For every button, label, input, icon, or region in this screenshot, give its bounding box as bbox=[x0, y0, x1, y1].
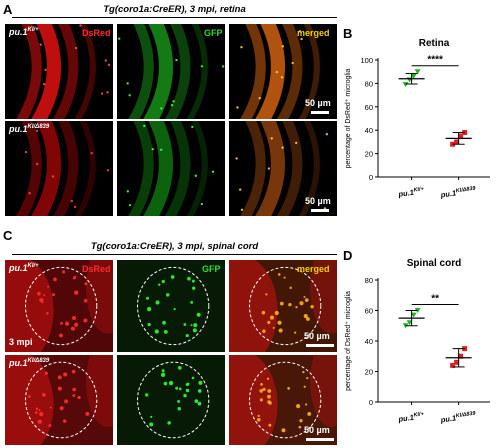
spinal-y-axis-label: percentage of DsRed⁺ microglia bbox=[345, 291, 352, 391]
retina-significance-label: **** bbox=[427, 55, 443, 66]
retina-data-point bbox=[414, 69, 421, 75]
spinal-y-tick-label: 60 bbox=[365, 307, 373, 316]
spinal-dsred-label: DsRed bbox=[82, 264, 111, 274]
retina-chart-title: Retina bbox=[419, 38, 450, 49]
retina-data-point bbox=[462, 130, 468, 136]
panel-c-title: Tg(coro1a:CreER), 3 mpi, spinal cord bbox=[90, 241, 259, 252]
panel-letter-a: A bbox=[3, 2, 13, 17]
retina-data-point bbox=[402, 82, 409, 88]
spinal-wt-merged-image bbox=[229, 260, 337, 352]
spinal-x-tick-label: pu.1KI/Δ839 bbox=[439, 410, 477, 424]
panel-letter-d: D bbox=[343, 248, 353, 263]
retina-chart-svg: Retina 0 20 40 60 80 100 percentage of DsRed⁺ m… bbox=[345, 38, 490, 200]
spinal-y-tick-label: 40 bbox=[365, 337, 373, 346]
retina-row2-scale-label: 50 µm bbox=[305, 196, 331, 206]
retina-y-tick-label: 80 bbox=[365, 79, 373, 88]
spinal-chart-title: Spinal cord bbox=[407, 258, 461, 269]
retina-row1-scale-bar bbox=[311, 111, 329, 114]
spinal-row1-genotype: pu.1KI/+ bbox=[9, 263, 39, 273]
spinal-x-tick-label: pu.1KI/+ bbox=[397, 411, 425, 424]
retina-y-tick-label: 100 bbox=[360, 56, 373, 65]
spinal-data-point bbox=[458, 353, 464, 359]
spinal-wt-dsred-image bbox=[5, 260, 113, 352]
spinal-y-tick-label: 80 bbox=[365, 276, 373, 285]
retina-data-point bbox=[458, 133, 464, 139]
retina-y-tick-label: 60 bbox=[365, 103, 373, 112]
retina-row1-genotype: pu.1KI/+ bbox=[9, 27, 39, 37]
panel-letter-c: C bbox=[3, 228, 13, 243]
panel-c-title-rule bbox=[12, 254, 337, 255]
retina-x-tick-label: pu.1KI/+ bbox=[397, 186, 425, 199]
retina-wt-merged-image bbox=[229, 24, 337, 119]
spinal-gfp-label: GFP bbox=[202, 264, 221, 274]
panel-letter-b: B bbox=[343, 26, 353, 41]
retina-y-tick-label: 20 bbox=[365, 150, 373, 159]
retina-mut-gfp-image bbox=[117, 121, 225, 216]
retina-mut-dsred-image bbox=[5, 121, 113, 216]
retina-merged-label: merged bbox=[297, 28, 330, 38]
spinal-row2-genotype: pu.1KI/Δ839 bbox=[9, 358, 50, 368]
retina-data-point bbox=[454, 139, 460, 145]
spinal-significance-label: ** bbox=[431, 294, 439, 305]
spinal-y-tick-label: 0 bbox=[369, 398, 373, 407]
retina-y-axis-label: percentage of DsRed⁺ microglia bbox=[345, 69, 352, 169]
spinal-data-point bbox=[450, 362, 456, 368]
spinal-data-point bbox=[462, 346, 468, 352]
spinal-chart-svg: Spinal cord 0 20 40 60 80 percentage of DsRed⁺… bbox=[345, 258, 490, 425]
spinal-row2-scale-label: 50 µm bbox=[304, 425, 330, 435]
spinal-wt-gfp-image bbox=[117, 260, 225, 352]
spinal-data-point bbox=[454, 359, 460, 365]
spinal-age-label: 3 mpi bbox=[9, 337, 33, 347]
retina-dsred-label: DsRed bbox=[82, 28, 111, 38]
retina-mut-merged-image bbox=[229, 121, 337, 216]
retina-data-point bbox=[410, 73, 417, 79]
spinal-data-point bbox=[410, 312, 417, 318]
retina-chart: Retina 0 20 40 60 80 100 percentage of DsRed⁺ m… bbox=[340, 32, 498, 217]
retina-x-tick-label: pu.1KI/Δ839 bbox=[439, 185, 477, 199]
retina-y-tick-label: 40 bbox=[365, 126, 373, 135]
spinal-row1-scale-label: 50 µm bbox=[304, 331, 330, 341]
retina-row1-scale-label: 50 µm bbox=[305, 98, 331, 108]
retina-gfp-label: GFP bbox=[204, 28, 223, 38]
retina-wt-gfp-image bbox=[117, 24, 225, 119]
retina-row2-scale-bar bbox=[311, 209, 329, 212]
retina-row2-genotype: pu.1KI/Δ839 bbox=[9, 124, 50, 134]
spinal-mut-merged-image bbox=[229, 355, 337, 445]
spinal-y-tick-label: 20 bbox=[365, 368, 373, 377]
panel-a-title: Tg(coro1a:CreER), 3 mpi, retina bbox=[103, 4, 246, 15]
spinal-chart: Spinal cord 0 20 40 60 80 percentage of DsRed⁺… bbox=[340, 252, 498, 442]
spinal-merged-label: merged bbox=[297, 264, 330, 274]
spinal-row1-scale-bar bbox=[306, 344, 334, 347]
spinal-mut-gfp-image bbox=[117, 355, 225, 445]
spinal-mut-dsred-image bbox=[5, 355, 113, 445]
spinal-row2-scale-bar bbox=[306, 438, 334, 441]
spinal-data-point bbox=[414, 308, 421, 313]
retina-wt-dsred-image bbox=[5, 24, 113, 119]
panel-a-title-rule bbox=[12, 17, 337, 18]
retina-y-tick-label: 0 bbox=[369, 173, 373, 182]
